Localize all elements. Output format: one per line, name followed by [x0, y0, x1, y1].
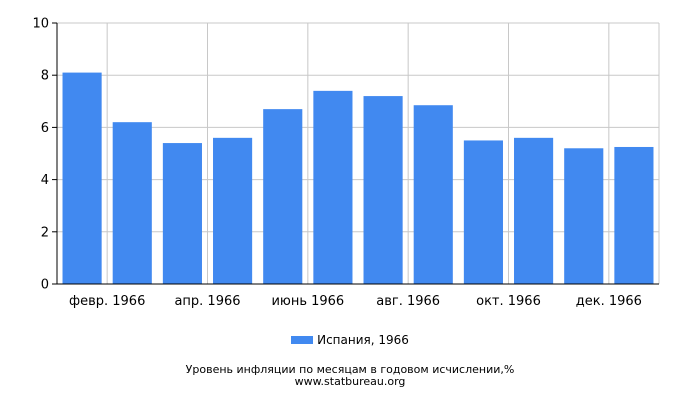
horizontal-gridlines	[57, 22, 659, 233]
bar	[112, 122, 152, 285]
bar	[162, 143, 202, 284]
bar	[363, 96, 403, 284]
legend-swatch	[291, 335, 314, 344]
y-tick-label: 4	[41, 173, 49, 188]
x-axis-tick-labels: февр. 1966 апр. 1966 июнь 1966 авг. 1966 окт…	[69, 294, 642, 309]
y-tick-label: 6	[41, 121, 49, 136]
legend-label: Испания, 1966	[317, 333, 409, 347]
y-tick-label: 8	[41, 69, 49, 84]
legend: Испания, 1966	[0, 333, 700, 347]
bar	[514, 137, 554, 284]
axes	[52, 22, 659, 285]
vertical-gridlines	[106, 23, 660, 284]
x-tick-label: июнь 1966	[271, 294, 344, 309]
y-tick-label: 2	[41, 225, 49, 240]
chart-title: Уровень инфляции по месяцам в годовом ис…	[185, 363, 515, 376]
x-tick-label: апр. 1966	[174, 294, 240, 309]
source-label: www.statbureau.org	[294, 375, 406, 388]
bar	[614, 146, 654, 284]
x-tick-label: окт. 1966	[476, 294, 541, 309]
bar	[213, 137, 253, 284]
y-tick-label: 0	[41, 278, 49, 293]
bar-chart: 0 2 4 6 8 10 февр. 1966 апр. 1966 июнь 1966 авг.…	[32, 17, 660, 309]
bar	[413, 105, 453, 284]
y-axis-tick-labels: 0 2 4 6 8 10	[32, 17, 49, 293]
x-tick-label: февр. 1966	[69, 294, 145, 309]
bar	[313, 90, 353, 284]
bar	[564, 148, 604, 284]
x-tick-label: авг. 1966	[376, 294, 440, 309]
bar	[62, 72, 102, 284]
x-tick-label: дек. 1966	[576, 294, 642, 309]
bar-series	[62, 72, 654, 285]
bar	[463, 140, 503, 284]
y-tick-label: 10	[32, 17, 49, 32]
bar	[263, 109, 303, 284]
